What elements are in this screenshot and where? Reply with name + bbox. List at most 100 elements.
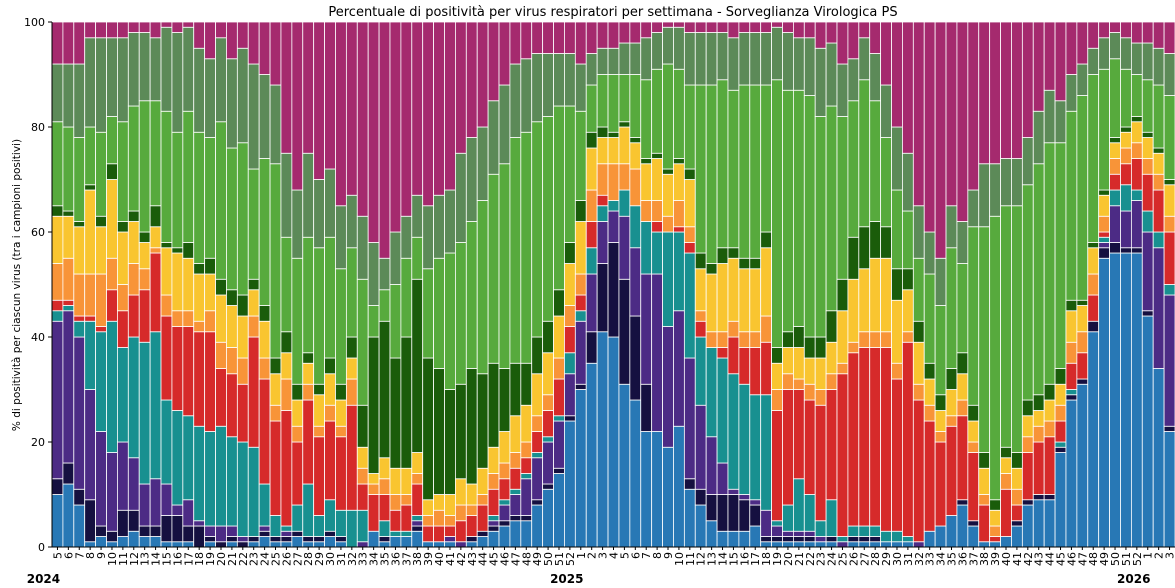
bar-segment [869, 53, 882, 102]
x-tick-label: 13 [139, 552, 152, 566]
bar-segment [73, 226, 86, 275]
bar-segment [51, 205, 64, 217]
x-tick-label: 22 [804, 552, 817, 566]
bar-segment [422, 21, 435, 207]
bar-segment [891, 189, 903, 270]
bar-segment [1098, 236, 1110, 243]
bar-segment [73, 137, 86, 222]
bar-segment [738, 257, 751, 270]
bar-segment [280, 152, 293, 238]
bar-segment [694, 21, 707, 33]
bar-segment [705, 436, 718, 495]
bar-segment [378, 289, 391, 322]
bar-segment [127, 105, 140, 212]
bar-segment [1076, 378, 1089, 385]
bar-segment [814, 404, 827, 522]
x-tick-label: 38 [978, 552, 991, 566]
bar-segment [771, 520, 783, 527]
bar-segment [825, 105, 838, 312]
bar-segment [171, 310, 184, 327]
bar-segment [117, 21, 129, 39]
x-tick-label: 6 [629, 552, 642, 559]
x-tick-label: 48 [1087, 552, 1100, 566]
bar-segment [1098, 21, 1110, 39]
bar-segment [989, 499, 1001, 511]
bar-segment [542, 441, 554, 485]
bar-segment [814, 536, 827, 543]
x-tick-label: 39 [989, 552, 1002, 566]
bar-segment [149, 100, 162, 207]
bar-segment [1021, 137, 1034, 186]
x-tick-label: 39 [422, 552, 435, 566]
bar-segment [313, 541, 325, 548]
bar-segment [1043, 399, 1056, 422]
bar-segment [215, 294, 227, 343]
bar-segment [498, 478, 511, 501]
bar-segment [1130, 158, 1143, 191]
bar-segment [1043, 494, 1056, 501]
x-tick-label: 9 [95, 552, 108, 559]
bar-segment [585, 273, 598, 333]
bar-segment [280, 536, 293, 543]
x-tick-label: 51 [553, 552, 566, 566]
bar-segment [1109, 252, 1121, 548]
bar-segment [520, 58, 533, 133]
bar-segment [171, 504, 184, 516]
bar-segment [1043, 142, 1056, 385]
bar-segment [378, 457, 391, 480]
x-tick-label: 29 [880, 552, 893, 566]
bar-segment [335, 425, 347, 438]
bar-segment [771, 541, 783, 548]
bar-segment [149, 252, 162, 333]
bar-segment [673, 200, 685, 228]
bar-segment [378, 536, 391, 543]
bar-segment [1141, 231, 1154, 312]
bar-segment [760, 536, 772, 543]
bar-segment [825, 541, 838, 548]
bar-segment [182, 541, 195, 548]
bar-segment [782, 331, 794, 348]
x-tick-label: 35 [945, 552, 958, 566]
bar-segment [607, 242, 620, 338]
bar-segment [291, 425, 304, 443]
x-tick-label: 30 [891, 552, 904, 566]
bar-segment [956, 504, 969, 548]
bar-segment [1120, 247, 1132, 254]
bar-segment [62, 126, 75, 212]
bar-segment [1109, 137, 1121, 144]
bar-segment [411, 452, 424, 474]
bar-segment [324, 357, 336, 375]
x-tick-label: 30 [324, 552, 337, 566]
bar-segment [356, 21, 369, 217]
bar-segment [476, 530, 489, 537]
bar-segment [847, 100, 860, 238]
bar-segment [564, 305, 576, 327]
bar-segment [989, 509, 1001, 527]
bar-segment [1076, 63, 1089, 96]
bar-segment [444, 252, 456, 390]
bar-segment [422, 525, 435, 543]
bar-segment [596, 331, 609, 548]
bar-segment [302, 483, 315, 537]
bar-segment [760, 541, 772, 548]
bar-segment [62, 462, 75, 485]
bar-segment [1152, 147, 1165, 154]
bar-segment [880, 331, 892, 348]
bar-segment [160, 483, 173, 516]
bar-segment [978, 494, 991, 506]
bar-segment [738, 84, 751, 259]
bar-segment [182, 21, 195, 28]
bar-segment [1065, 21, 1078, 75]
bar-segment [1032, 110, 1045, 165]
bar-segment [1130, 252, 1143, 548]
bar-segment [542, 483, 554, 490]
bar-segment [291, 383, 304, 401]
x-tick-label: 12 [695, 552, 708, 566]
bar-segment [792, 530, 805, 537]
bar-segment [1163, 294, 1175, 427]
bar-segment [1098, 231, 1110, 238]
bar-segment [520, 21, 533, 60]
bar-segment [367, 336, 380, 474]
bar-segment [509, 415, 522, 453]
x-tick-label: 42 [1022, 552, 1035, 566]
